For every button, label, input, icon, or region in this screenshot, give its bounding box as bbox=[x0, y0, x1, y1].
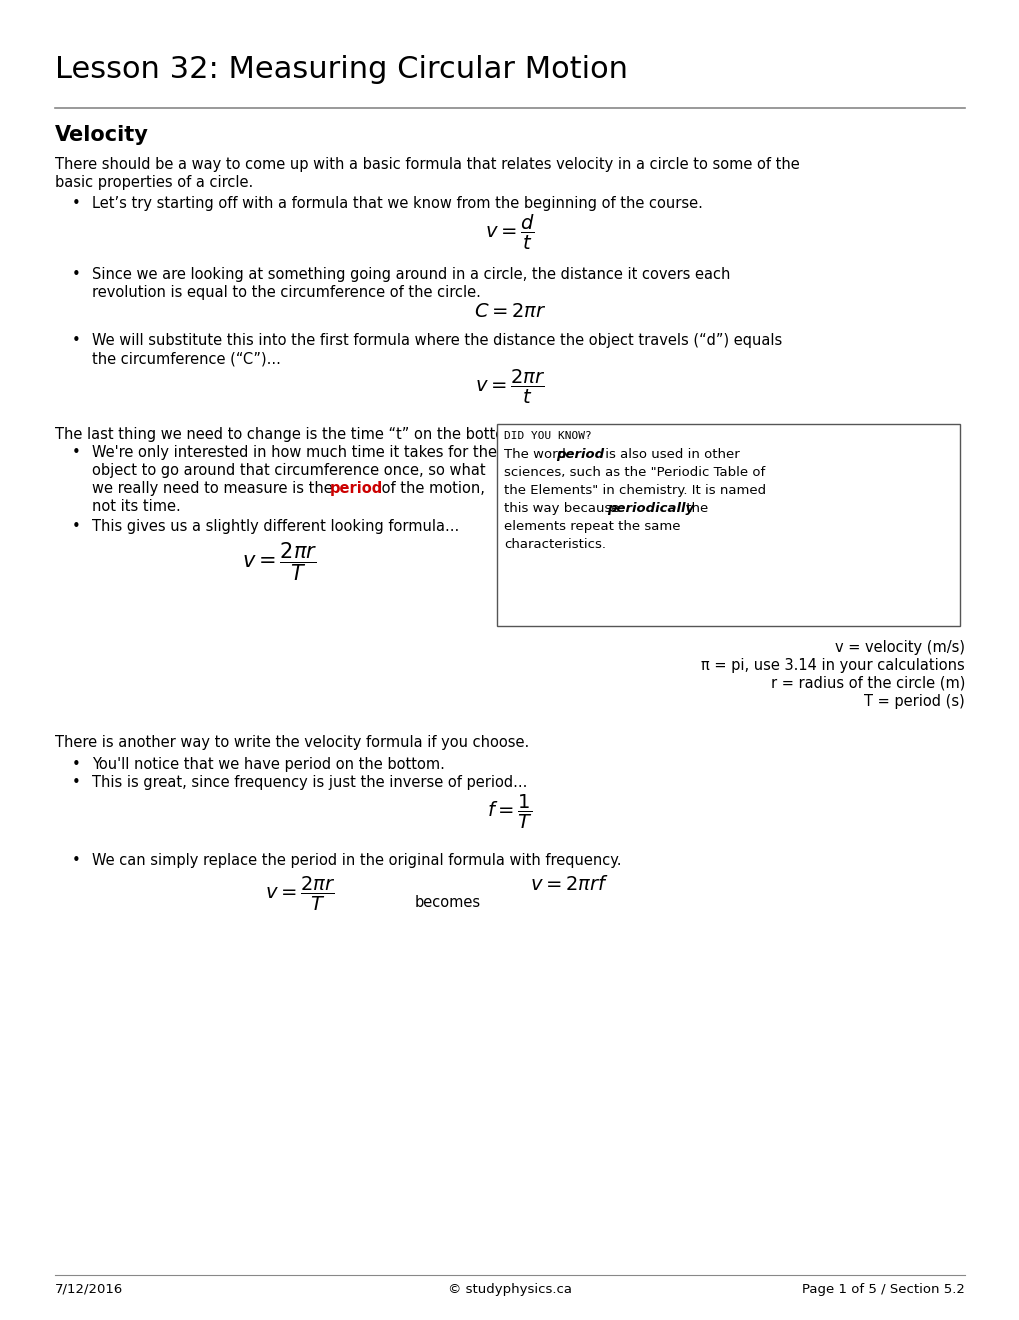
Text: •: • bbox=[72, 333, 81, 348]
Text: You'll notice that we have period on the bottom.: You'll notice that we have period on the… bbox=[92, 756, 444, 772]
Text: •: • bbox=[72, 775, 81, 789]
Text: T = period (s): T = period (s) bbox=[863, 694, 964, 709]
Text: not its time.: not its time. bbox=[92, 499, 180, 513]
Text: we really need to measure is the: we really need to measure is the bbox=[92, 480, 332, 496]
Text: object to go around that circumference once, so what: object to go around that circumference o… bbox=[92, 463, 485, 478]
Text: •: • bbox=[72, 756, 81, 772]
Text: We can simply replace the period in the original formula with frequency.: We can simply replace the period in the … bbox=[92, 853, 621, 869]
Text: DID YOU KNOW?: DID YOU KNOW? bbox=[503, 432, 591, 441]
Text: Page 1 of 5 / Section 5.2: Page 1 of 5 / Section 5.2 bbox=[801, 1283, 964, 1296]
Text: 7/12/2016: 7/12/2016 bbox=[55, 1283, 123, 1296]
Text: Lesson 32: Measuring Circular Motion: Lesson 32: Measuring Circular Motion bbox=[55, 55, 628, 84]
Text: Since we are looking at something going around in a circle, the distance it cove: Since we are looking at something going … bbox=[92, 267, 730, 282]
Text: $v=\dfrac{2\pi r}{T}$: $v=\dfrac{2\pi r}{T}$ bbox=[243, 540, 318, 582]
Text: The last thing we need to change is the time “t” on the bottom.: The last thing we need to change is the … bbox=[55, 426, 523, 442]
Text: $f=\dfrac{1}{T}$: $f=\dfrac{1}{T}$ bbox=[486, 793, 533, 832]
Text: •: • bbox=[72, 853, 81, 869]
Text: the: the bbox=[682, 502, 707, 515]
Text: This is great, since frequency is just the inverse of period...: This is great, since frequency is just t… bbox=[92, 775, 527, 789]
Text: periodically: periodically bbox=[606, 502, 694, 515]
Text: Let’s try starting off with a formula that we know from the beginning of the cou: Let’s try starting off with a formula th… bbox=[92, 195, 702, 211]
Text: the Elements" in chemistry. It is named: the Elements" in chemistry. It is named bbox=[503, 484, 765, 498]
Text: There should be a way to come up with a basic formula that relates velocity in a: There should be a way to come up with a … bbox=[55, 157, 799, 172]
Text: © studyphysics.ca: © studyphysics.ca bbox=[447, 1283, 572, 1296]
Text: $C=2\pi r$: $C=2\pi r$ bbox=[473, 302, 546, 321]
Text: •: • bbox=[72, 195, 81, 211]
FancyBboxPatch shape bbox=[496, 424, 959, 626]
Text: sciences, such as the "Periodic Table of: sciences, such as the "Periodic Table of bbox=[503, 466, 764, 479]
Text: We will substitute this into the first formula where the distance the object tra: We will substitute this into the first f… bbox=[92, 333, 782, 348]
Text: period: period bbox=[330, 480, 383, 496]
Text: •: • bbox=[72, 267, 81, 282]
Text: Velocity: Velocity bbox=[55, 125, 149, 145]
Text: revolution is equal to the circumference of the circle.: revolution is equal to the circumference… bbox=[92, 285, 480, 300]
Text: π = pi, use 3.14 in your calculations: π = pi, use 3.14 in your calculations bbox=[701, 657, 964, 673]
Text: of the motion,: of the motion, bbox=[377, 480, 484, 496]
Text: the circumference (“C”)...: the circumference (“C”)... bbox=[92, 351, 280, 366]
Text: characteristics.: characteristics. bbox=[503, 539, 605, 550]
Text: $v=2\pi rf$: $v=2\pi rf$ bbox=[530, 875, 608, 894]
Text: v = velocity (m/s): v = velocity (m/s) bbox=[835, 640, 964, 655]
Text: elements repeat the same: elements repeat the same bbox=[503, 520, 680, 533]
Text: •: • bbox=[72, 519, 81, 535]
Text: There is another way to write the velocity formula if you choose.: There is another way to write the veloci… bbox=[55, 735, 529, 750]
Text: The word: The word bbox=[503, 447, 570, 461]
Text: $v=\dfrac{2\pi r}{T}$: $v=\dfrac{2\pi r}{T}$ bbox=[264, 875, 335, 913]
Text: is also used in other: is also used in other bbox=[600, 447, 739, 461]
Text: this way because: this way because bbox=[503, 502, 624, 515]
Text: We're only interested in how much time it takes for the: We're only interested in how much time i… bbox=[92, 445, 496, 459]
Text: basic properties of a circle.: basic properties of a circle. bbox=[55, 176, 253, 190]
Text: r = radius of the circle (m): r = radius of the circle (m) bbox=[770, 676, 964, 690]
Text: period: period bbox=[555, 447, 603, 461]
Text: •: • bbox=[72, 445, 81, 459]
Text: becomes: becomes bbox=[415, 895, 481, 909]
Text: $v=\dfrac{d}{t}$: $v=\dfrac{d}{t}$ bbox=[485, 213, 534, 252]
Text: This gives us a slightly different looking formula...: This gives us a slightly different looki… bbox=[92, 519, 459, 535]
Text: $v=\dfrac{2\pi r}{t}$: $v=\dfrac{2\pi r}{t}$ bbox=[474, 368, 545, 407]
